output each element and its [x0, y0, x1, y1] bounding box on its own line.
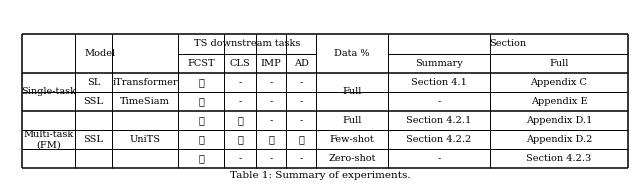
Text: CLS: CLS — [230, 59, 250, 68]
Text: -: - — [238, 78, 242, 87]
Text: ✓: ✓ — [268, 135, 274, 144]
Text: Model: Model — [84, 49, 116, 58]
Text: TS downstream tasks: TS downstream tasks — [194, 40, 300, 49]
Text: Section 4.2.1: Section 4.2.1 — [406, 116, 472, 125]
Text: FCST: FCST — [187, 59, 215, 68]
Text: Data %: Data % — [334, 49, 370, 58]
Text: -: - — [300, 116, 303, 125]
Text: SL: SL — [87, 78, 100, 87]
Text: -: - — [300, 154, 303, 163]
Text: ✓: ✓ — [298, 135, 304, 144]
Text: -: - — [437, 97, 440, 106]
Text: ✓: ✓ — [198, 154, 204, 163]
Text: ✓: ✓ — [237, 116, 243, 125]
Text: iTransformer: iTransformer — [112, 78, 178, 87]
Text: Single-task: Single-task — [21, 88, 76, 97]
Text: ✓: ✓ — [198, 78, 204, 87]
Text: Appendix E: Appendix E — [531, 97, 588, 106]
Text: Appendix D.2: Appendix D.2 — [526, 135, 592, 144]
Text: Section 4.1: Section 4.1 — [411, 78, 467, 87]
Text: -: - — [300, 97, 303, 106]
Text: Zero-shot: Zero-shot — [328, 154, 376, 163]
Text: -: - — [269, 78, 273, 87]
Text: ✓: ✓ — [198, 97, 204, 106]
Text: -: - — [238, 97, 242, 106]
Text: SSL: SSL — [83, 97, 104, 106]
Text: ✓: ✓ — [237, 135, 243, 144]
Text: Section 4.2.3: Section 4.2.3 — [526, 154, 591, 163]
Text: Section 4.2.2: Section 4.2.2 — [406, 135, 472, 144]
Text: Full: Full — [549, 59, 569, 68]
Text: Full: Full — [342, 116, 362, 125]
Text: AD: AD — [294, 59, 308, 68]
Text: Appendix C: Appendix C — [531, 78, 588, 87]
Text: Summary: Summary — [415, 59, 463, 68]
Text: -: - — [238, 154, 242, 163]
Text: ✓: ✓ — [198, 116, 204, 125]
Text: -: - — [269, 116, 273, 125]
Text: Table 1: Summary of experiments.: Table 1: Summary of experiments. — [230, 171, 410, 180]
Text: -: - — [269, 97, 273, 106]
Text: IMP: IMP — [260, 59, 282, 68]
Text: -: - — [437, 154, 440, 163]
Text: Full: Full — [342, 88, 362, 97]
Text: UniTS: UniTS — [129, 135, 161, 144]
Text: Multi-task
(FM): Multi-task (FM) — [24, 130, 74, 149]
Text: -: - — [300, 78, 303, 87]
Text: -: - — [269, 154, 273, 163]
Text: Few-shot: Few-shot — [330, 135, 374, 144]
Text: Section: Section — [490, 40, 527, 49]
Text: ✓: ✓ — [198, 135, 204, 144]
Text: TimeSiam: TimeSiam — [120, 97, 170, 106]
Text: Appendix D.1: Appendix D.1 — [526, 116, 592, 125]
Text: SSL: SSL — [83, 135, 104, 144]
